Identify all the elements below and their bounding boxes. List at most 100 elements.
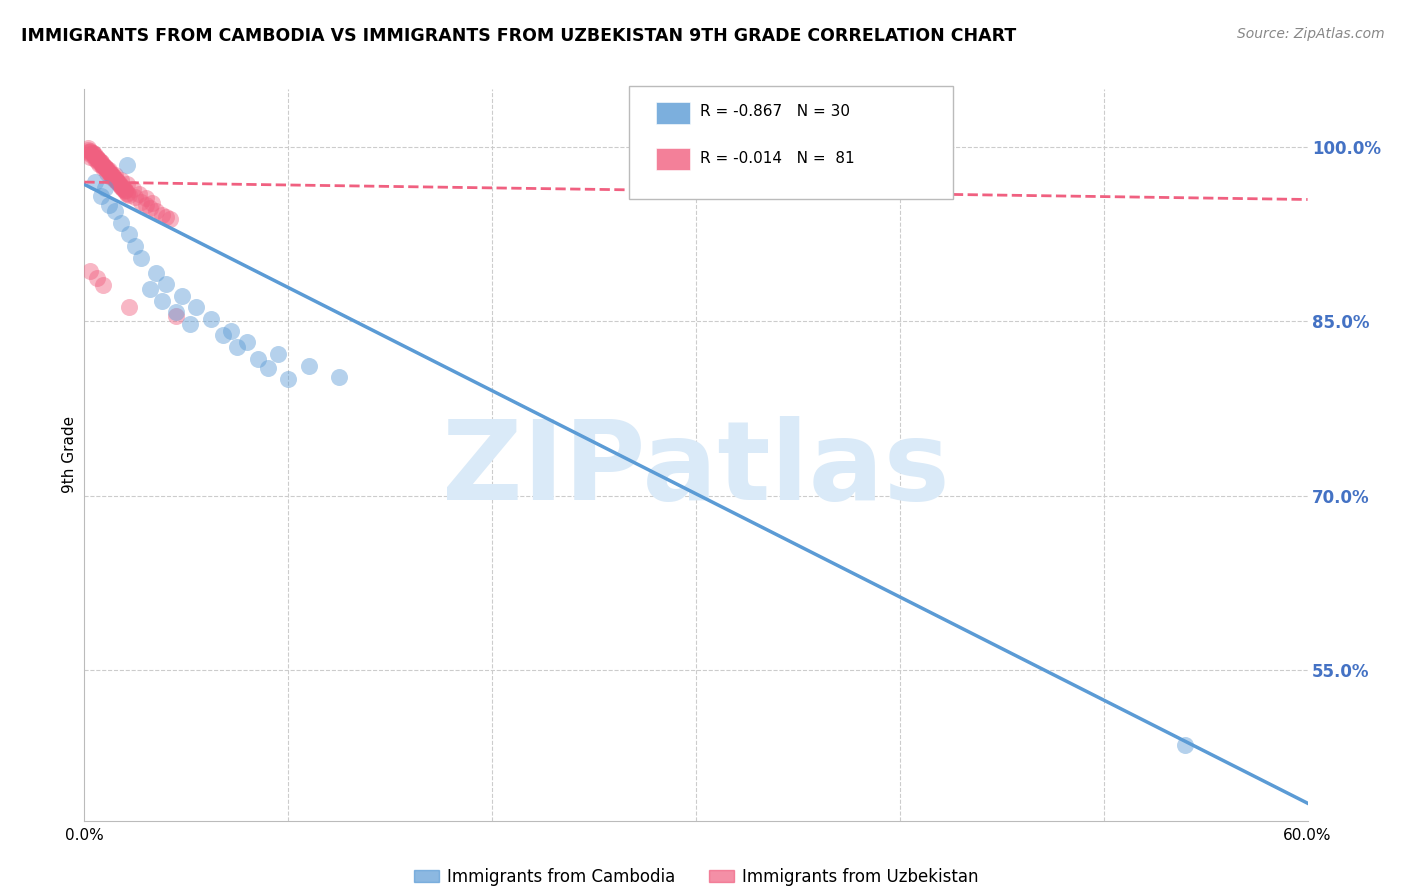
Point	[91, 159, 114, 173]
Point	[93, 160, 117, 174]
Point	[79, 145, 101, 159]
Point	[114, 185, 136, 199]
Point	[115, 186, 138, 201]
Point	[93, 161, 117, 176]
Point	[77, 141, 100, 155]
FancyBboxPatch shape	[655, 102, 690, 124]
Point	[79, 264, 101, 278]
Point	[108, 178, 131, 192]
Point	[97, 198, 120, 212]
Point	[96, 162, 118, 177]
Point	[298, 359, 321, 373]
Point	[90, 189, 112, 203]
Point	[110, 178, 132, 193]
Point	[91, 161, 114, 176]
Legend: Immigrants from Cambodia, Immigrants from Uzbekistan: Immigrants from Cambodia, Immigrants fro…	[406, 862, 986, 892]
Point	[79, 144, 101, 158]
Point	[104, 204, 127, 219]
Point	[90, 156, 112, 170]
Point	[114, 183, 136, 197]
Point	[186, 301, 208, 315]
Point	[83, 149, 105, 163]
Point	[110, 179, 132, 194]
Point	[101, 169, 124, 184]
FancyBboxPatch shape	[655, 148, 690, 169]
Point	[93, 160, 117, 174]
Point	[97, 163, 120, 178]
Point	[150, 293, 173, 308]
Point	[82, 146, 104, 161]
Point	[104, 173, 127, 187]
Point	[124, 239, 146, 253]
Point	[104, 171, 127, 186]
Point	[83, 175, 105, 189]
Point	[105, 174, 128, 188]
Text: Source: ZipAtlas.com: Source: ZipAtlas.com	[1237, 27, 1385, 41]
Point	[219, 324, 242, 338]
Point	[131, 194, 153, 209]
Point	[179, 317, 201, 331]
Point	[115, 178, 138, 192]
Point	[114, 183, 136, 197]
Point	[79, 149, 101, 163]
Point	[155, 210, 177, 224]
Point	[79, 147, 101, 161]
Point	[91, 159, 114, 173]
Point	[110, 216, 132, 230]
Point	[135, 191, 157, 205]
Point	[77, 143, 100, 157]
Text: R = -0.014   N =  81: R = -0.014 N = 81	[700, 151, 855, 166]
Point	[159, 212, 181, 227]
Point	[328, 370, 350, 384]
Point	[115, 186, 138, 200]
Point	[82, 147, 104, 161]
Text: ZIPatlas: ZIPatlas	[441, 416, 950, 523]
Point	[118, 227, 141, 242]
Point	[93, 181, 117, 195]
Point	[86, 152, 108, 166]
Point	[77, 145, 100, 159]
Point	[83, 152, 105, 166]
Point	[236, 335, 259, 350]
Point	[141, 196, 163, 211]
Point	[96, 163, 118, 178]
Point	[86, 151, 108, 165]
Point	[138, 282, 160, 296]
Point	[97, 164, 120, 178]
Point	[212, 328, 235, 343]
Point	[97, 166, 120, 180]
Point	[86, 271, 108, 285]
Point	[101, 169, 124, 184]
Point	[104, 168, 127, 182]
Point	[100, 170, 122, 185]
Point	[110, 173, 132, 187]
Point	[226, 340, 249, 354]
Point	[87, 153, 110, 167]
Point	[91, 278, 114, 293]
Point	[108, 176, 131, 190]
Point	[97, 164, 120, 178]
Point	[100, 167, 122, 181]
Point	[105, 175, 128, 189]
Text: R = -0.867   N = 30: R = -0.867 N = 30	[700, 104, 849, 120]
Point	[82, 146, 104, 161]
Y-axis label: 9th Grade: 9th Grade	[62, 417, 77, 493]
Point	[112, 181, 135, 195]
Point	[172, 289, 194, 303]
Point	[115, 158, 138, 172]
Point	[165, 309, 187, 323]
Point	[267, 347, 290, 361]
Point	[128, 186, 150, 201]
Point	[200, 312, 222, 326]
Point	[110, 178, 132, 193]
Point	[122, 182, 145, 196]
Point	[145, 266, 167, 280]
Point	[101, 170, 124, 185]
Point	[86, 151, 108, 165]
Point	[145, 204, 167, 219]
Point	[83, 148, 105, 162]
Point	[1174, 738, 1197, 752]
Point	[90, 155, 112, 169]
Point	[165, 305, 187, 319]
Point	[246, 351, 269, 366]
